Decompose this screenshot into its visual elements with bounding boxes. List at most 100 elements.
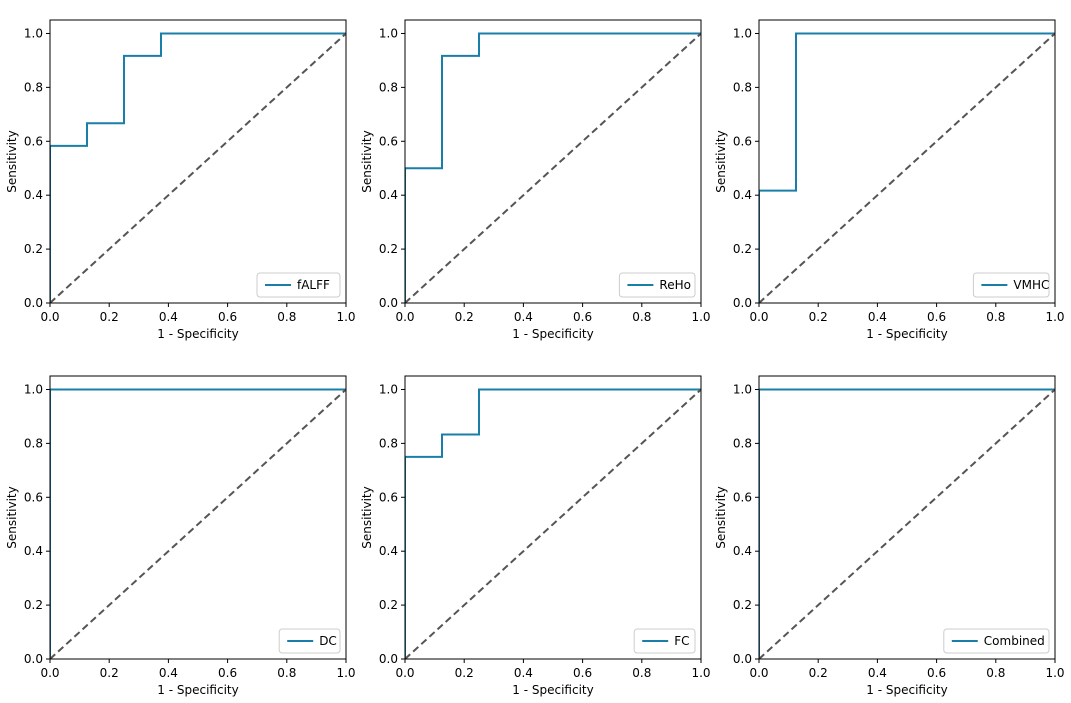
x-tick-label: 0.2	[100, 310, 119, 324]
x-tick-label: 0.2	[809, 310, 828, 324]
axes-frame	[49, 19, 347, 304]
axes-frame	[758, 19, 1056, 304]
x-tick-label: 0.0	[395, 310, 414, 324]
y-tick-label: 0.6	[379, 134, 398, 148]
y-tick-label: 0.8	[379, 436, 398, 450]
roc-panel-5: 0.0 0.2 0.4 0.6 0.8 1.0 0.0 0.2 0.4 0.6 0.8 1.0 1 - …	[360, 375, 711, 697]
x-axis-label: 1 - Specificity	[866, 683, 947, 697]
x-tick-label: 0.0	[395, 666, 414, 680]
x-tick-label: 0.4	[868, 310, 887, 324]
x-tick-label: 0.8	[277, 310, 296, 324]
x-tick-label: 0.0	[40, 310, 59, 324]
x-tick-label: 0.0	[749, 310, 768, 324]
x-tick-label: 0.2	[809, 666, 828, 680]
axes-frame	[49, 375, 347, 660]
x-tick-label: 0.4	[159, 310, 178, 324]
roc-panel-3: 0.0 0.2 0.4 0.6 0.8 1.0 0.0 0.2 0.4 0.6 0.8 1.0 1 - …	[714, 19, 1065, 341]
y-tick-label: 0.0	[733, 296, 752, 310]
chance-diagonal-line	[405, 388, 701, 659]
y-tick-label: 0.8	[379, 80, 398, 94]
y-tick-label: 0.2	[379, 598, 398, 612]
legend: VMHC	[972, 272, 1050, 298]
x-tick-label: 0.6	[573, 310, 592, 324]
y-tick-label: 1.0	[24, 26, 43, 40]
y-tick-label: 0.6	[24, 134, 43, 148]
y-tick-label: 0.8	[24, 80, 43, 94]
chance-diagonal-line	[759, 32, 1055, 303]
x-tick-label: 0.8	[632, 310, 651, 324]
legend: FC	[633, 628, 696, 654]
x-tick-label: 1.0	[691, 310, 710, 324]
legend-box	[256, 272, 341, 298]
y-tick-label: 0.2	[733, 242, 752, 256]
y-tick-label: 0.0	[379, 652, 398, 666]
x-axis-label: 1 - Specificity	[157, 683, 238, 697]
y-axis-label: Sensitivity	[5, 486, 19, 548]
x-tick-label: 0.4	[514, 310, 533, 324]
y-tick-label: 1.0	[379, 26, 398, 40]
x-tick-label: 0.6	[927, 310, 946, 324]
x-tick-label: 0.6	[573, 666, 592, 680]
y-tick-label: 1.0	[24, 382, 43, 396]
y-tick-label: 0.6	[733, 490, 752, 504]
roc-curve-reho	[405, 32, 701, 303]
y-tick-label: 0.6	[24, 490, 43, 504]
x-tick-label: 0.8	[277, 666, 296, 680]
legend-box	[943, 628, 1050, 654]
x-axis-label: 1 - Specificity	[866, 327, 947, 341]
y-tick-label: 0.4	[379, 544, 398, 558]
y-tick-label: 0.8	[733, 80, 752, 94]
x-tick-label: 0.4	[159, 666, 178, 680]
x-tick-label: 0.6	[218, 310, 237, 324]
x-tick-label: 0.8	[632, 666, 651, 680]
axes-frame	[404, 375, 702, 660]
chance-diagonal-line	[50, 388, 346, 659]
legend-label: ReHo	[659, 278, 691, 292]
y-tick-label: 0.4	[733, 188, 752, 202]
x-tick-label: 1.0	[336, 666, 355, 680]
y-axis-label: Sensitivity	[714, 486, 728, 548]
x-tick-label: 1.0	[1045, 310, 1064, 324]
y-tick-label: 0.4	[24, 188, 43, 202]
x-tick-label: 0.2	[455, 310, 474, 324]
y-tick-label: 0.2	[24, 598, 43, 612]
legend: ReHo	[618, 272, 696, 298]
roc-panel-1: 0.0 0.2 0.4 0.6 0.8 1.0 0.0 0.2 0.4 0.6 0.8 1.0 1 - …	[5, 19, 356, 341]
legend-label: DC	[319, 634, 337, 648]
y-tick-label: 0.8	[733, 436, 752, 450]
roc-panel-6: 0.0 0.2 0.4 0.6 0.8 1.0 0.0 0.2 0.4 0.6 0.8 1.0 1 - …	[714, 375, 1065, 697]
roc-panel-2: 0.0 0.2 0.4 0.6 0.8 1.0 0.0 0.2 0.4 0.6 0.8 1.0 1 - …	[360, 19, 711, 341]
y-tick-label: 0.2	[379, 242, 398, 256]
x-tick-label: 0.6	[927, 666, 946, 680]
y-tick-label: 0.0	[24, 652, 43, 666]
x-tick-label: 0.2	[455, 666, 474, 680]
roc-curve-dc	[50, 388, 346, 659]
roc-curve-falff	[50, 32, 346, 303]
y-tick-label: 0.4	[379, 188, 398, 202]
x-tick-label: 1.0	[1045, 666, 1064, 680]
y-tick-label: 0.2	[733, 598, 752, 612]
legend: DC	[278, 628, 341, 654]
x-axis-label: 1 - Specificity	[157, 327, 238, 341]
y-tick-label: 0.0	[379, 296, 398, 310]
y-tick-label: 1.0	[379, 382, 398, 396]
x-tick-label: 0.8	[986, 310, 1005, 324]
chance-diagonal-line	[405, 32, 701, 303]
y-tick-label: 0.6	[379, 490, 398, 504]
roc-curve-fc	[405, 388, 701, 659]
x-tick-label: 0.2	[100, 666, 119, 680]
x-tick-label: 0.0	[40, 666, 59, 680]
y-axis-label: Sensitivity	[714, 130, 728, 192]
roc-curve-vmhc	[759, 32, 1055, 303]
roc-curve-combined	[759, 388, 1055, 659]
y-tick-label: 0.8	[24, 436, 43, 450]
legend: Combined	[943, 628, 1050, 654]
x-tick-label: 0.4	[514, 666, 533, 680]
y-axis-label: Sensitivity	[360, 486, 374, 548]
y-tick-label: 1.0	[733, 26, 752, 40]
x-tick-label: 0.4	[868, 666, 887, 680]
x-tick-label: 1.0	[336, 310, 355, 324]
y-axis-label: Sensitivity	[5, 130, 19, 192]
legend: fALFF	[256, 272, 341, 298]
